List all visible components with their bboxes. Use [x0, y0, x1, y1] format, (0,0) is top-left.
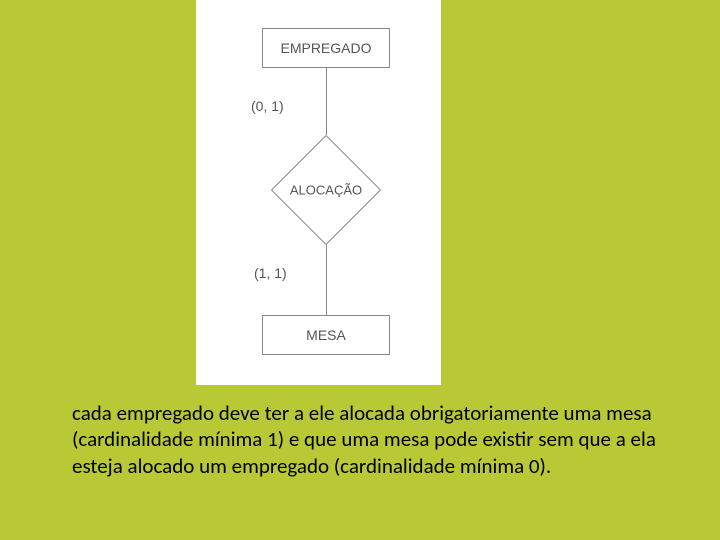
relationship-label: ALOCAÇÃO: [290, 183, 362, 198]
caption-text: cada empregado deve ter a ele alocada ob…: [72, 400, 672, 479]
connector-top: [326, 68, 327, 135]
cardinality-bottom: (1, 1): [254, 265, 287, 281]
entity-top-label: EMPREGADO: [280, 40, 371, 56]
diagram-panel: EMPREGADO (0, 1) ALOCAÇÃO (1, 1) MESA: [196, 0, 441, 385]
entity-bottom-label: MESA: [306, 327, 346, 343]
entity-mesa: MESA: [262, 315, 390, 355]
cardinality-top: (0, 1): [251, 98, 284, 114]
connector-bottom: [326, 244, 327, 315]
entity-empregado: EMPREGADO: [262, 28, 390, 68]
